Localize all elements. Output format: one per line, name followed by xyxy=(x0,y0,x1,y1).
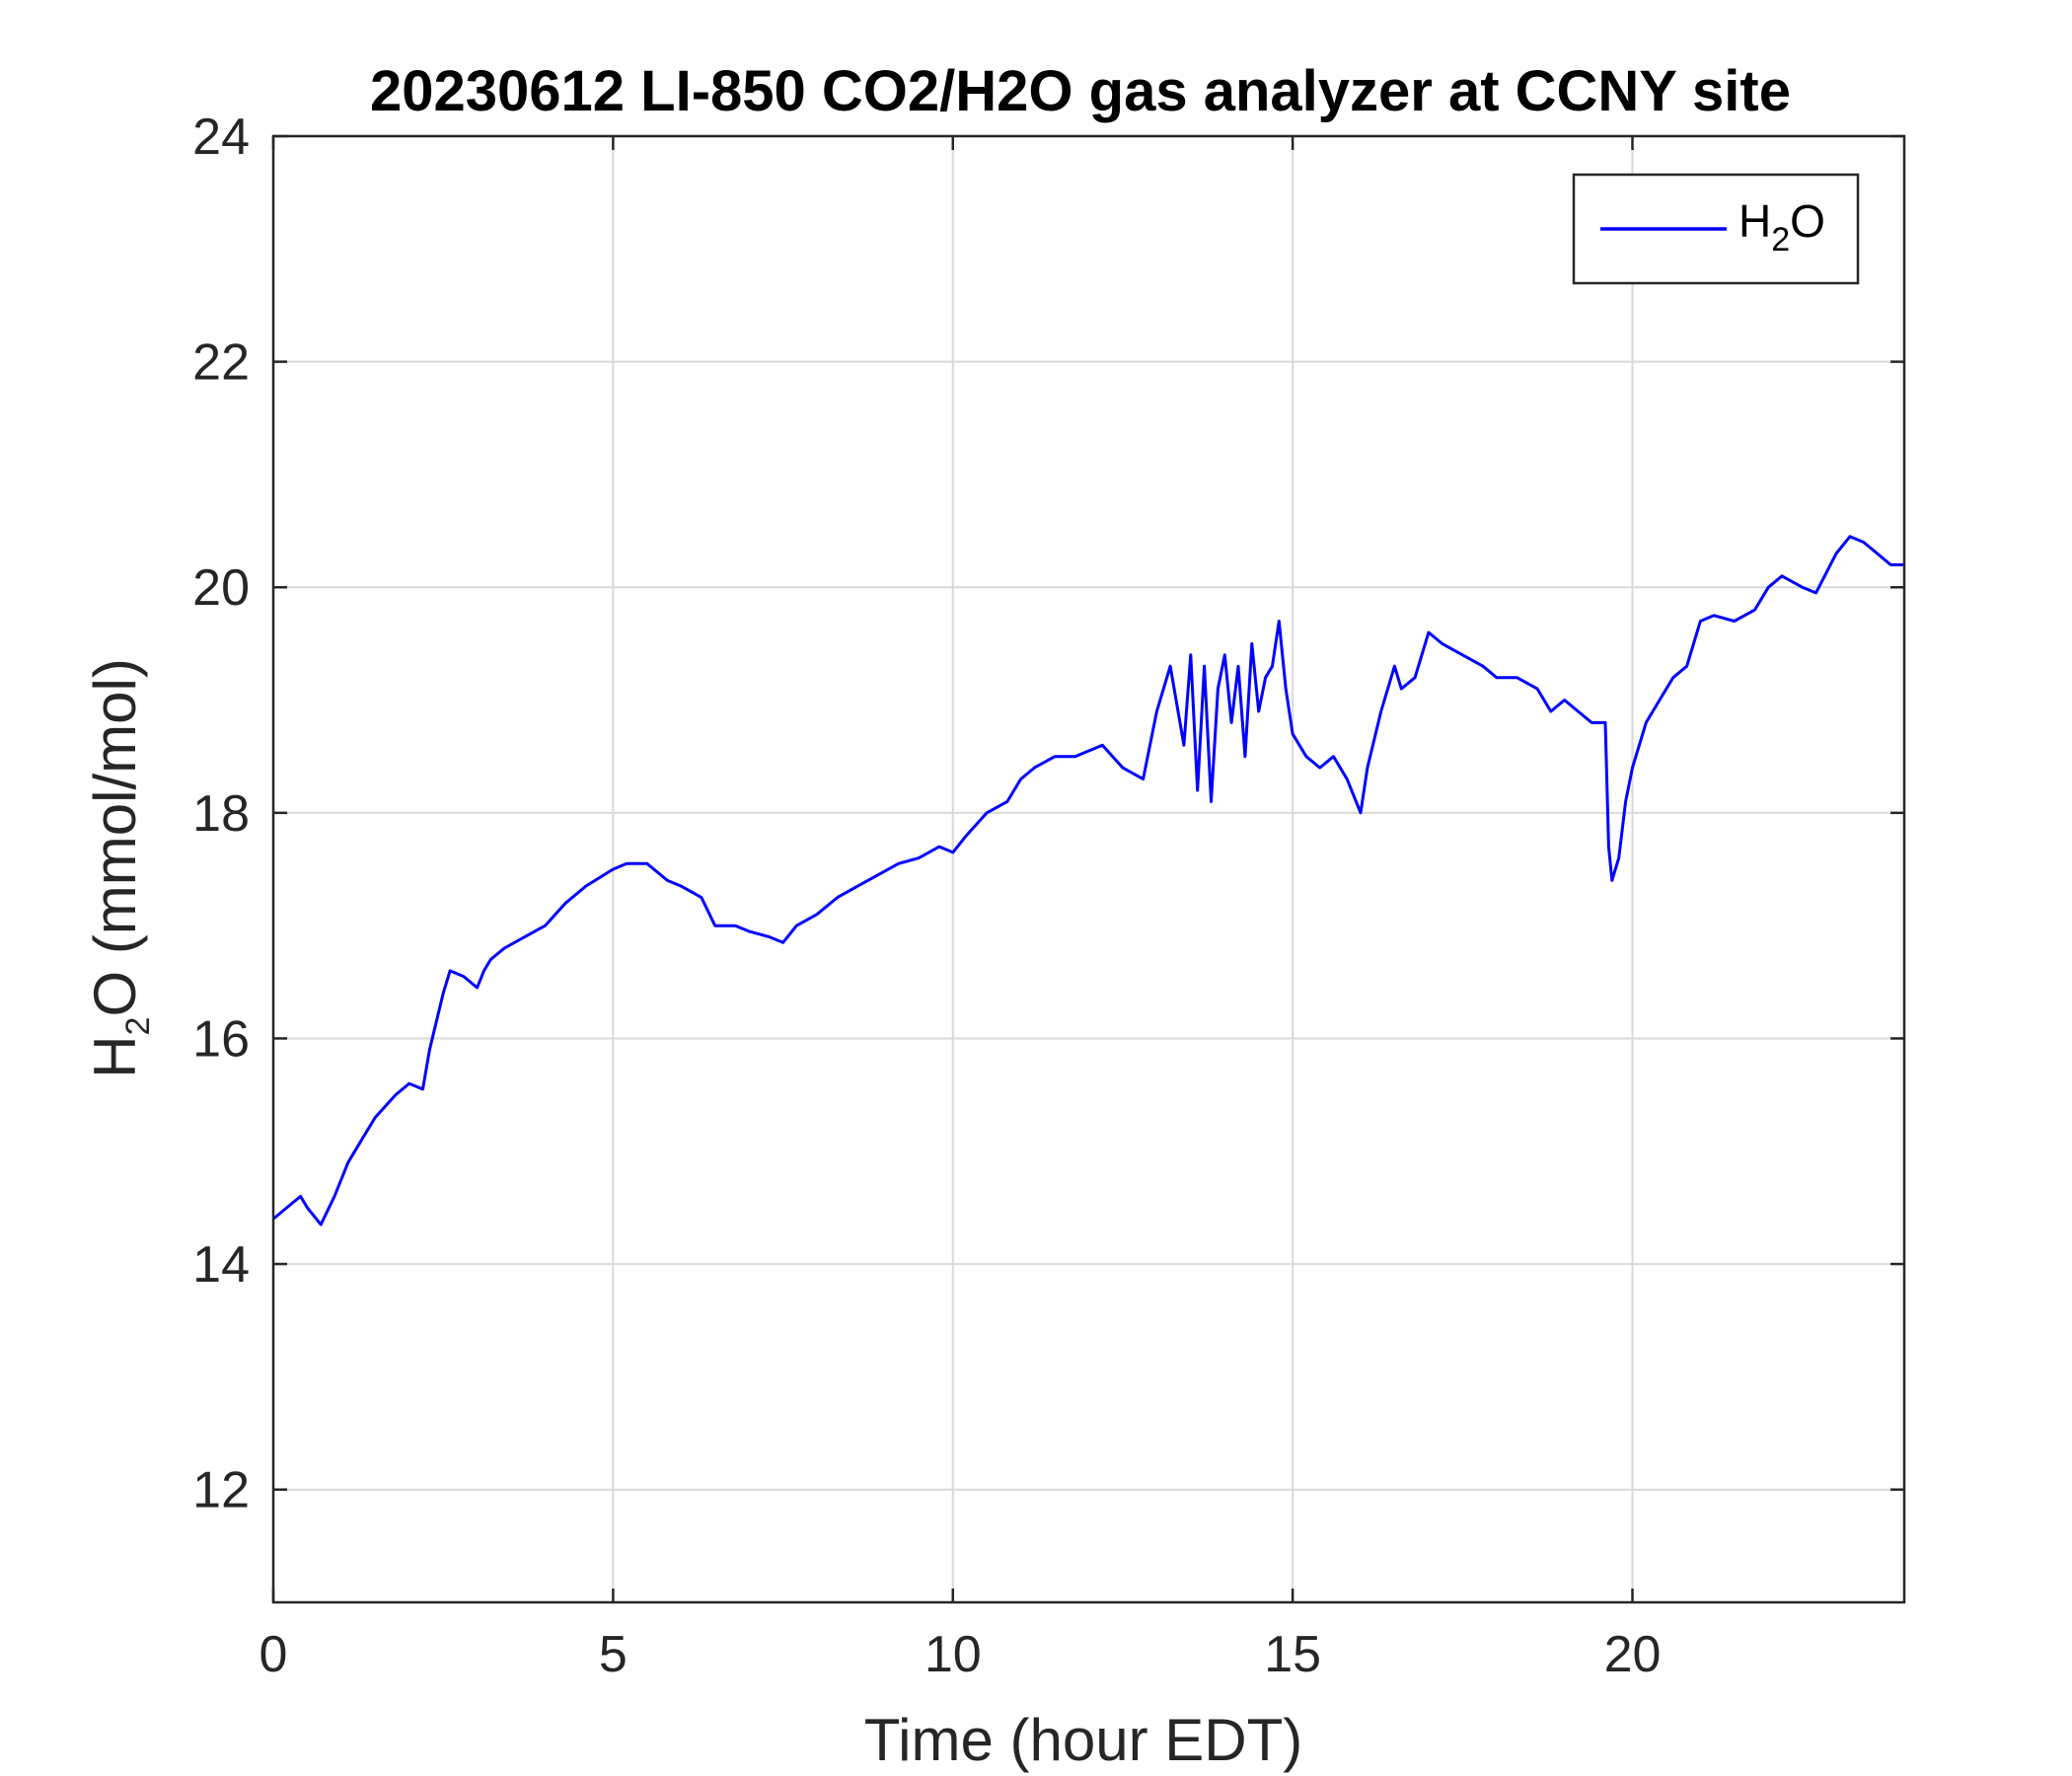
y-tick-label: 14 xyxy=(192,1236,250,1294)
legend-label-prefix: H xyxy=(1739,195,1771,247)
x-tick-label: 10 xyxy=(925,1626,982,1683)
y-axis-label: H2O (mmol/mol) xyxy=(82,658,157,1078)
plot-area xyxy=(272,535,1904,1226)
x-tick-label: 0 xyxy=(259,1626,288,1683)
legend-label-h2o: H2O xyxy=(1739,195,1825,259)
axes xyxy=(271,134,1906,1604)
x-tick-label: 20 xyxy=(1604,1626,1662,1683)
y-axis-label-subscript: 2 xyxy=(119,1017,157,1036)
series-line-0 xyxy=(272,535,1904,1226)
x-axis-label: Time (hour EDT) xyxy=(864,1707,1303,1773)
x-tick-label: 5 xyxy=(599,1626,628,1683)
legend-label-subscript: 2 xyxy=(1771,221,1790,259)
y-tick-label: 22 xyxy=(192,334,250,392)
legend-label-suffix: O xyxy=(1790,195,1825,247)
x-tick-label: 15 xyxy=(1264,1626,1321,1683)
grid-lines xyxy=(273,136,1904,1602)
y-tick-label: 18 xyxy=(192,785,250,843)
y-tick-label: 12 xyxy=(192,1462,250,1519)
legend: H2O xyxy=(1572,173,1860,285)
y-axis-label-suffix: O (mmol/mol) xyxy=(82,658,148,1016)
axes-box xyxy=(271,134,1906,1604)
tick-labels: 0 5 10 15 20 12 14 16 18 20 22 24 xyxy=(192,109,1661,1683)
y-axis-label-prefix: H xyxy=(82,1035,148,1077)
chart-title: 20230612 LI-850 CO2/H2O gas analyzer at … xyxy=(370,59,1791,123)
y-tick-label: 16 xyxy=(192,1010,250,1068)
y-tick-label: 20 xyxy=(192,559,250,617)
y-tick-label: 24 xyxy=(192,109,250,166)
